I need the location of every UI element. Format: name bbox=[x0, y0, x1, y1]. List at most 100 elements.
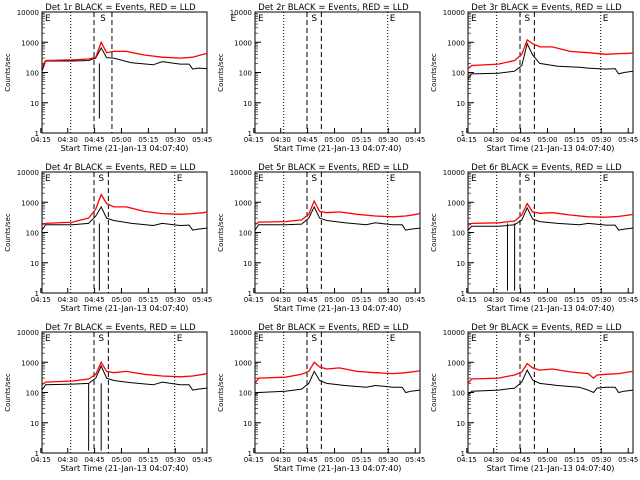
y-axis-label: Counts/sec bbox=[217, 373, 225, 412]
panel-title: Det 4r BLACK = Events, RED = LLD bbox=[45, 163, 196, 173]
panel-det-6: Det 6r BLACK = Events, RED = LLD 1 10 100 10… bbox=[430, 163, 638, 313]
marker-e: E bbox=[177, 174, 183, 184]
y-tick-label: 1000 bbox=[21, 39, 39, 47]
plot-frame bbox=[467, 331, 634, 454]
x-tick-label: 05:15 bbox=[351, 456, 371, 464]
series-lld bbox=[468, 38, 633, 70]
panel-det-1: Det 1r BLACK = Events, RED = LLD 1 10 100 10… bbox=[4, 3, 237, 153]
series-lld bbox=[468, 202, 633, 227]
panel-title: Det 7r BLACK = Events, RED = LLD bbox=[45, 323, 196, 333]
y-tick-label: 10 bbox=[243, 420, 252, 428]
x-tick-label: 05:15 bbox=[351, 296, 371, 304]
plot-frame bbox=[254, 171, 421, 294]
y-tick-label: 1 bbox=[248, 130, 252, 138]
x-tick-label: 05:30 bbox=[165, 296, 185, 304]
x-axis-label: Start Time (21-Jan-13 04:07:40) bbox=[61, 304, 189, 313]
x-tick-label: 04:30 bbox=[271, 136, 291, 144]
y-tick-label: 10 bbox=[30, 420, 39, 428]
x-tick-label: 04:30 bbox=[484, 136, 504, 144]
x-tick-label: 04:30 bbox=[58, 456, 78, 464]
x-tick-label: 04:45 bbox=[511, 456, 531, 464]
marker-e: E bbox=[45, 14, 51, 24]
x-tick-label: 05:45 bbox=[405, 296, 425, 304]
x-tick-label: 04:15 bbox=[31, 296, 51, 304]
marker-e: E bbox=[258, 334, 264, 344]
x-tick-label: 05:30 bbox=[591, 456, 611, 464]
y-tick-label: 100 bbox=[239, 390, 252, 398]
x-tick-label: 05:45 bbox=[618, 456, 638, 464]
panel-title: Det 2r BLACK = Events, RED = LLD bbox=[258, 3, 409, 13]
y-tick-label: 10000 bbox=[17, 329, 39, 337]
y-tick-label: 100 bbox=[452, 390, 465, 398]
x-tick-label: 05:30 bbox=[591, 136, 611, 144]
y-tick-label: 10 bbox=[456, 100, 465, 108]
plot-frame bbox=[254, 331, 421, 454]
marker-e: E bbox=[471, 334, 477, 344]
x-tick-label: 04:15 bbox=[244, 456, 264, 464]
x-tick-label: 05:00 bbox=[324, 296, 344, 304]
x-tick-label: 05:00 bbox=[111, 136, 131, 144]
x-tick-label: 05:45 bbox=[618, 136, 638, 144]
x-tick-label: 04:30 bbox=[58, 136, 78, 144]
series-events bbox=[468, 368, 633, 396]
marker-s: S bbox=[311, 14, 317, 24]
x-axis-label: Start Time (21-Jan-13 04:07:40) bbox=[487, 464, 615, 473]
x-tick-label: 04:45 bbox=[85, 296, 105, 304]
x-tick-label: 04:45 bbox=[298, 456, 318, 464]
y-tick-label: 100 bbox=[239, 230, 252, 238]
y-axis-label: Counts/sec bbox=[430, 53, 438, 92]
x-axis-label: Start Time (21-Jan-13 04:07:40) bbox=[487, 304, 615, 313]
x-tick-label: 05:45 bbox=[192, 136, 212, 144]
x-tick-label: 04:45 bbox=[85, 456, 105, 464]
y-tick-label: 10000 bbox=[230, 9, 252, 17]
x-tick-label: 04:15 bbox=[244, 296, 264, 304]
x-tick-label: 05:30 bbox=[378, 296, 398, 304]
y-tick-label: 100 bbox=[452, 70, 465, 78]
panel-det-5: Det 5r BLACK = Events, RED = LLD 1 10 100 10… bbox=[217, 163, 425, 313]
marker-s: S bbox=[311, 174, 317, 184]
y-tick-label: 1000 bbox=[447, 39, 465, 47]
x-tick-label: 04:30 bbox=[271, 456, 291, 464]
marker-e: E bbox=[390, 14, 396, 24]
series-lld bbox=[468, 362, 633, 384]
x-tick-label: 05:30 bbox=[378, 136, 398, 144]
marker-s: S bbox=[311, 334, 317, 344]
series-lld bbox=[42, 40, 207, 68]
x-tick-label: 04:15 bbox=[457, 296, 477, 304]
panel-det-7: Det 7r BLACK = Events, RED = LLD 1 10 100 10… bbox=[4, 323, 212, 473]
x-tick-label: 04:15 bbox=[244, 136, 264, 144]
plot-frame bbox=[41, 331, 208, 454]
marker-e: E bbox=[603, 14, 609, 24]
y-tick-label: 100 bbox=[452, 230, 465, 238]
marker-e: E bbox=[471, 174, 477, 184]
marker-s: S bbox=[100, 14, 106, 24]
panel-det-9: Det 9r BLACK = Events, RED = LLD 1 10 100 10… bbox=[430, 323, 638, 473]
x-tick-label: 05:15 bbox=[564, 296, 584, 304]
panel-title: Det 3r BLACK = Events, RED = LLD bbox=[471, 3, 622, 13]
y-tick-label: 10000 bbox=[443, 169, 465, 177]
y-tick-label: 10 bbox=[30, 100, 39, 108]
y-tick-label: 1 bbox=[35, 290, 39, 298]
x-tick-label: 04:30 bbox=[484, 456, 504, 464]
y-tick-label: 1 bbox=[461, 130, 465, 138]
series-lld bbox=[255, 199, 420, 226]
y-axis-label: Counts/sec bbox=[4, 373, 12, 412]
x-tick-label: 05:00 bbox=[537, 296, 557, 304]
x-tick-label: 05:00 bbox=[111, 296, 131, 304]
x-axis-label: Start Time (21-Jan-13 04:07:40) bbox=[274, 144, 402, 153]
y-tick-label: 10000 bbox=[443, 329, 465, 337]
marker-s: S bbox=[524, 174, 530, 184]
marker-s: S bbox=[524, 14, 530, 24]
x-tick-label: 05:15 bbox=[138, 296, 158, 304]
y-axis-label: Counts/sec bbox=[4, 53, 12, 92]
y-axis-label: Counts/sec bbox=[217, 213, 225, 252]
y-tick-label: 10 bbox=[456, 260, 465, 268]
x-tick-label: 05:15 bbox=[138, 456, 158, 464]
y-tick-label: 10000 bbox=[230, 169, 252, 177]
x-tick-label: 04:45 bbox=[85, 136, 105, 144]
x-tick-label: 04:30 bbox=[58, 296, 78, 304]
x-tick-label: 05:30 bbox=[591, 296, 611, 304]
y-tick-label: 100 bbox=[26, 70, 39, 78]
y-tick-label: 100 bbox=[239, 70, 252, 78]
plot-frame bbox=[41, 171, 208, 294]
